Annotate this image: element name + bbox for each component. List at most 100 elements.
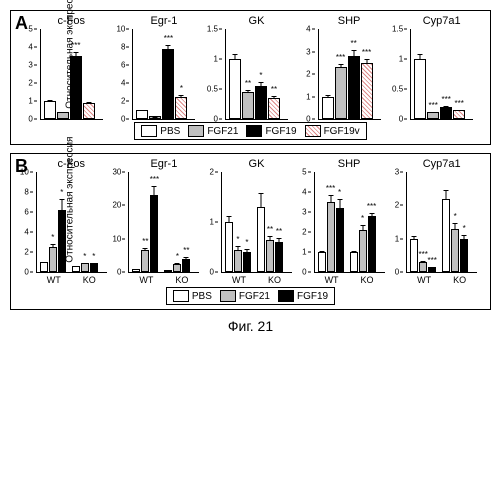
bar-FGF19: ** [275, 242, 283, 272]
bar-FGF19v: * [175, 97, 187, 120]
chart-title: GK [249, 158, 265, 170]
chart-title: Cyp7a1 [423, 158, 461, 170]
chart-GK: GK00.511.5***** [225, 15, 288, 120]
xlabel: KO [83, 275, 96, 285]
legend-b: PBS FGF21 FGF19 [166, 287, 335, 305]
bar-FGF19: *** [368, 216, 376, 272]
bar-PBS [257, 207, 265, 272]
chart-title: SHP [338, 15, 361, 27]
legend-label: FGF19 [297, 291, 328, 302]
chart-c-Fos: c-Fos0246810****WTKO [36, 158, 107, 285]
swatch-icon [188, 125, 204, 137]
bar-FGF19: * [336, 208, 344, 272]
bar-FGF19: ** [182, 259, 190, 272]
bar-FGF21 [57, 112, 69, 119]
legend-label: FGF19 [265, 126, 296, 137]
bar-PBS [164, 270, 172, 272]
swatch-icon [220, 290, 236, 302]
bar-FGF19: * [460, 239, 468, 272]
legend-item-PBS: PBS [173, 290, 212, 302]
panel-a-charts: c-Fos012345***Egr-10246810****GK00.511.5… [13, 15, 488, 120]
legend-item-FGF21: FGF21 [188, 125, 238, 137]
xlabel: WT [139, 275, 153, 285]
xlabel: KO [361, 275, 374, 285]
legend-item-FGF21: FGF21 [220, 290, 270, 302]
swatch-icon [173, 290, 189, 302]
panel-a: A Относительная экспрессия c-Fos012345**… [10, 10, 491, 145]
chart-Egr-1: Egr-10102030********WTKO [128, 158, 199, 285]
chart-title: Egr-1 [150, 158, 177, 170]
legend-label: FGF21 [239, 291, 270, 302]
bar-FGF21: *** [427, 112, 439, 119]
bar-FGF19: * [58, 210, 66, 272]
bar-FGF21: *** [335, 67, 347, 119]
bar-PBS [132, 269, 140, 272]
xlabel: WT [232, 275, 246, 285]
chart-GK: GK012******WTKO [221, 158, 292, 285]
chart-title: Cyp7a1 [423, 15, 461, 27]
chart-SHP: SHP01234******** [318, 15, 381, 120]
legend-label: PBS [192, 291, 212, 302]
panel-a-label: A [15, 13, 28, 34]
bar-FGF21 [149, 116, 161, 119]
bar-FGF21: ** [242, 92, 254, 119]
xlabel: WT [47, 275, 61, 285]
bar-PBS [136, 110, 148, 119]
chart-title: Egr-1 [150, 15, 177, 27]
bar-FGF21: * [81, 263, 89, 272]
legend-item-FGF19: FGF19 [278, 290, 328, 302]
bar-PBS [414, 59, 426, 119]
bar-FGF19: *** [428, 267, 436, 272]
legend-a: PBS FGF21 FGF19 FGF19v [134, 122, 366, 140]
chart-SHP: SHP012345********WTKO [314, 158, 385, 285]
bar-PBS [442, 199, 450, 272]
legend-item-FGF19v: FGF19v [305, 125, 360, 137]
figure-caption: Фиг. 21 [10, 318, 491, 334]
bar-PBS [229, 59, 241, 119]
bar-FGF19v: ** [268, 98, 280, 119]
panel-b: B Относительная экспрессия c-Fos0246810*… [10, 153, 491, 310]
xlabel: KO [268, 275, 281, 285]
bar-FGF21: ** [266, 240, 274, 273]
bar-FGF21: *** [327, 202, 335, 272]
chart-Egr-1: Egr-10246810**** [132, 15, 195, 120]
bar-PBS [225, 222, 233, 272]
swatch-icon [246, 125, 262, 137]
swatch-icon [278, 290, 294, 302]
xlabel: WT [417, 275, 431, 285]
bar-PBS [44, 101, 56, 119]
bar-FGF19: * [243, 252, 251, 272]
xlabel: KO [453, 275, 466, 285]
bar-FGF21: ** [141, 250, 149, 272]
bar-FGF21: * [49, 247, 57, 272]
legend-item-PBS: PBS [141, 125, 180, 137]
chart-title: SHP [338, 158, 361, 170]
swatch-icon [141, 125, 157, 137]
bar-PBS [322, 97, 334, 120]
bar-FGF19: *** [70, 56, 82, 119]
bar-FGF19: * [255, 86, 267, 119]
bar-PBS [72, 266, 80, 272]
bar-PBS [410, 239, 418, 272]
swatch-icon [305, 125, 321, 137]
legend-item-FGF19: FGF19 [246, 125, 296, 137]
bar-FGF21: * [173, 264, 181, 272]
bar-FGF21: *** [419, 262, 427, 272]
legend-label: PBS [160, 126, 180, 137]
chart-c-Fos: c-Fos012345*** [40, 15, 103, 120]
bar-FGF19v: *** [453, 110, 465, 119]
bar-PBS [40, 262, 48, 272]
bar-FGF19: * [90, 263, 98, 272]
bar-FGF21: * [359, 230, 367, 272]
xlabel: KO [175, 275, 188, 285]
bar-FGF19: *** [150, 195, 158, 272]
legend-label: FGF21 [207, 126, 238, 137]
chart-Cyp7a1: Cyp7a10123********WTKO [406, 158, 477, 285]
panel-b-charts: c-Fos0246810****WTKOEgr-10102030********… [13, 158, 488, 285]
bar-FGF19v [83, 103, 95, 119]
chart-title: GK [249, 15, 265, 27]
bar-FGF19: ** [348, 56, 360, 119]
bar-FGF21: * [451, 229, 459, 272]
bar-FGF21: * [234, 250, 242, 273]
bar-PBS [318, 252, 326, 272]
